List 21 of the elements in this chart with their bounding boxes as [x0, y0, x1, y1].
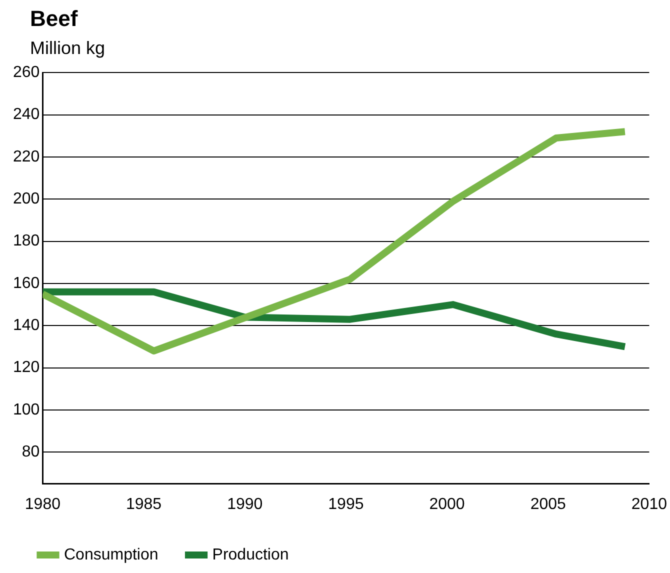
y-tick-label: 100	[12, 401, 40, 418]
x-tick-label: 1980	[24, 496, 61, 513]
y-tick-label: 120	[12, 359, 40, 376]
legend-label: Production	[212, 546, 289, 564]
legend-label: Consumption	[64, 546, 158, 564]
y-tick-label: 220	[12, 148, 40, 166]
x-tick-label: 1990	[227, 496, 263, 513]
chart-subtitle: Million kg	[30, 38, 106, 59]
y-tick-label: 180	[12, 232, 40, 250]
x-tick-label: 2005	[530, 496, 566, 513]
y-tick-label: 240	[12, 106, 40, 124]
x-tick-label: 2010	[631, 496, 668, 513]
y-tick-label: 200	[12, 190, 40, 208]
x-tick-label: 1995	[328, 496, 364, 513]
y-tick-label: 160	[12, 274, 40, 292]
chart-title: Beef	[30, 6, 78, 32]
x-tick-label: 2000	[429, 496, 465, 513]
y-tick-label: 140	[12, 317, 40, 334]
y-tick-label: 260	[12, 64, 40, 82]
y-tick-label: 80	[22, 444, 40, 461]
x-tick-label: 1985	[126, 496, 162, 513]
